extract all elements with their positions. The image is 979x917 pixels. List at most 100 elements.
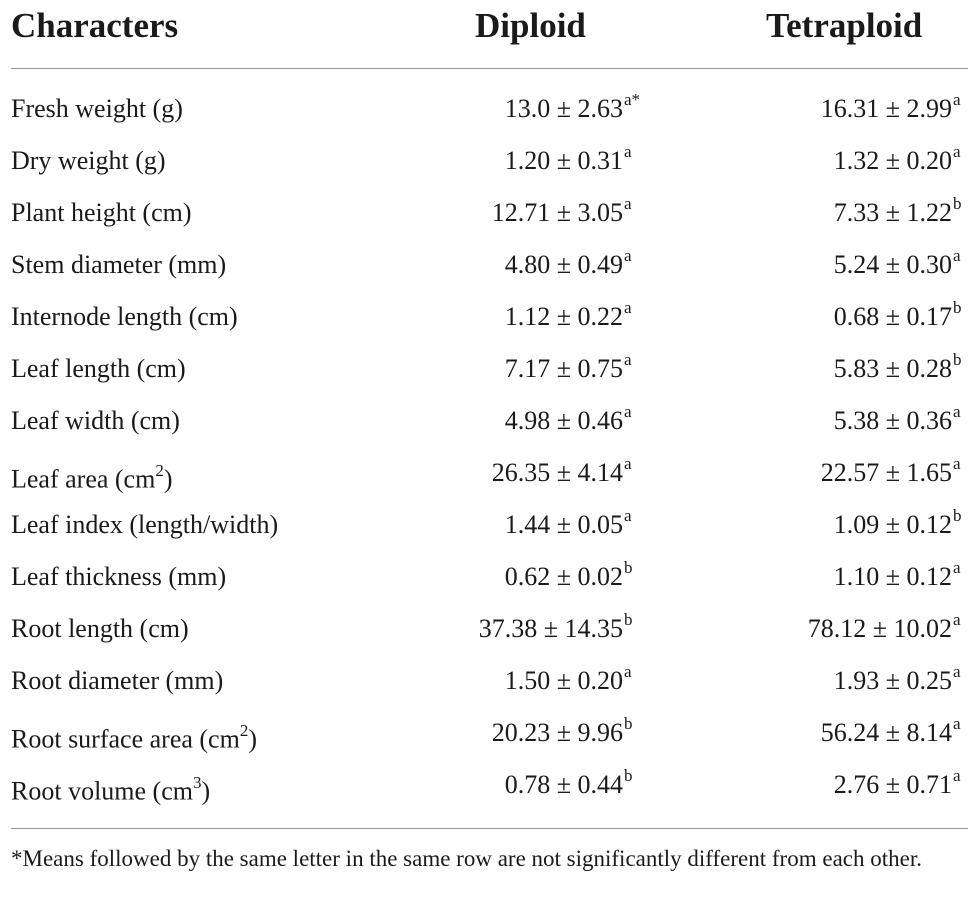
table-row: Fresh weight (g) 13.0 ± 2.63 a* 16.31 ± 2.9… <box>0 86 979 138</box>
row-character-text: Dry weight (g) <box>11 146 166 175</box>
row-character-text: Leaf thickness (mm) <box>11 562 227 591</box>
tetraploid-mean-sd: 1.10 ± 0.12 <box>833 562 952 591</box>
row-character-text: Stem diameter (mm) <box>11 250 227 279</box>
row-character: Plant height (cm) <box>11 198 192 228</box>
row-character: Internode length (cm) <box>11 302 238 332</box>
diploid-mean-sd: 4.80 ± 0.49 <box>504 250 623 279</box>
table-row: Leaf area (cm2) 26.35 ± 4.14 a 22.57 ± 1.65… <box>0 450 979 502</box>
diploid-mean-sd: 37.38 ± 14.35 <box>478 614 623 643</box>
row-tetraploid-value: 16.31 ± 2.99 a <box>820 90 961 124</box>
row-tetraploid-value: 78.12 ± 10.02 a <box>808 610 961 644</box>
row-tetraploid-value: 1.10 ± 0.12 a <box>833 558 961 592</box>
footer-divider <box>11 828 968 829</box>
diploid-significance-letter: a <box>624 454 632 473</box>
diploid-mean-sd: 26.35 ± 4.14 <box>491 458 623 487</box>
diploid-significance-letter: a <box>624 246 632 265</box>
row-diploid-value: 37.38 ± 14.35 b <box>478 610 633 644</box>
row-character: Root length (cm) <box>11 614 189 644</box>
tetraploid-significance-letter: a <box>953 662 961 681</box>
table-row: Root diameter (mm) 1.50 ± 0.20 a 1.93 ± 0.2… <box>0 658 979 710</box>
row-tetraploid-value: 2.76 ± 0.71 a <box>833 766 961 800</box>
diploid-mean-sd: 1.44 ± 0.05 <box>504 510 623 539</box>
tetraploid-significance-letter: a <box>953 766 961 785</box>
row-diploid-value: 1.20 ± 0.31 a <box>504 142 632 176</box>
table-row: Leaf length (cm) 7.17 ± 0.75 a 5.83 ± 0.28 b <box>0 346 979 398</box>
row-diploid-value: 1.12 ± 0.22 a <box>504 298 632 332</box>
diploid-mean-sd: 4.98 ± 0.46 <box>504 406 623 435</box>
row-character: Dry weight (g) <box>11 146 166 176</box>
tetraploid-significance-letter: b <box>953 506 962 525</box>
tetraploid-mean-sd: 1.09 ± 0.12 <box>833 510 952 539</box>
row-tetraploid-value: 22.57 ± 1.65 a <box>821 454 961 488</box>
row-character: Root diameter (mm) <box>11 666 223 696</box>
tetraploid-mean-sd: 5.24 ± 0.30 <box>833 250 952 279</box>
header-diploid: Diploid <box>475 6 586 45</box>
tetraploid-significance-letter: a <box>953 714 961 733</box>
diploid-mean-sd: 1.12 ± 0.22 <box>504 302 623 331</box>
row-diploid-value: 1.44 ± 0.05 a <box>504 506 632 540</box>
tetraploid-mean-sd: 0.68 ± 0.17 <box>833 302 952 331</box>
tetraploid-significance-letter: b <box>953 194 962 213</box>
diploid-mean-sd: 1.50 ± 0.20 <box>504 666 623 695</box>
row-diploid-value: 1.50 ± 0.20 a <box>504 662 632 696</box>
table-row: Leaf index (length/width) 1.44 ± 0.05 a 1.0… <box>0 502 979 554</box>
row-character-superscript: 2 <box>155 461 164 480</box>
row-character: Leaf index (length/width) <box>11 510 278 540</box>
tetraploid-mean-sd: 1.32 ± 0.20 <box>833 146 952 175</box>
diploid-significance-letter: a <box>624 662 632 681</box>
tetraploid-significance-letter: a <box>953 246 961 265</box>
row-diploid-value: 4.98 ± 0.46 a <box>504 402 632 436</box>
tetraploid-mean-sd: 1.93 ± 0.25 <box>833 666 952 695</box>
row-character-text: Leaf width (cm) <box>11 406 180 435</box>
row-tetraploid-value: 0.68 ± 0.17 b <box>833 298 962 332</box>
row-character-text: Leaf area (cm <box>11 464 156 494</box>
row-character: Fresh weight (g) <box>11 94 183 124</box>
row-diploid-value: 4.80 ± 0.49 a <box>504 246 632 280</box>
row-diploid-value: 0.62 ± 0.02 b <box>505 558 633 592</box>
table-row: Leaf thickness (mm) 0.62 ± 0.02 b 1.10 ± 0.… <box>0 554 979 606</box>
row-character-text: Root volume (cm <box>11 776 193 806</box>
tetraploid-significance-letter: a <box>953 610 961 629</box>
row-tetraploid-value: 56.24 ± 8.14 a <box>821 714 961 748</box>
table-row: Stem diameter (mm) 4.80 ± 0.49 a 5.24 ± 0.3… <box>0 242 979 294</box>
diploid-significance-letter: a <box>624 298 632 317</box>
diploid-significance-letter: a <box>624 402 632 421</box>
diploid-significance-letter: b <box>624 610 633 629</box>
tetraploid-mean-sd: 2.76 ± 0.71 <box>833 770 952 799</box>
table-row: Internode length (cm) 1.12 ± 0.22 a 0.68 ± … <box>0 294 979 346</box>
row-character: Stem diameter (mm) <box>11 250 226 280</box>
tetraploid-mean-sd: 7.33 ± 1.22 <box>833 198 952 227</box>
row-diploid-value: 26.35 ± 4.14 a <box>491 454 632 488</box>
tetraploid-mean-sd: 5.38 ± 0.36 <box>833 406 952 435</box>
table-body: Fresh weight (g) 13.0 ± 2.63 a* 16.31 ± 2.9… <box>0 86 979 814</box>
diploid-significance-letter: a* <box>624 90 641 109</box>
row-character-text: Plant height (cm) <box>11 198 192 227</box>
tetraploid-significance-letter: a <box>953 558 961 577</box>
row-character-superscript: 3 <box>192 773 202 792</box>
tetraploid-significance-letter: a <box>953 454 961 473</box>
row-character-suffix: ) <box>201 776 211 806</box>
row-tetraploid-value: 1.09 ± 0.12 b <box>833 506 962 540</box>
row-character-text: Leaf index (length/width) <box>11 510 279 539</box>
row-character-text: Root length (cm) <box>11 614 189 643</box>
tetraploid-significance-letter: b <box>953 298 962 317</box>
diploid-significance-letter: a <box>624 350 632 369</box>
tetraploid-mean-sd: 16.31 ± 2.99 <box>820 94 952 123</box>
row-tetraploid-value: 5.38 ± 0.36 a <box>833 402 961 436</box>
row-character-text: Fresh weight (g) <box>11 94 183 123</box>
header-characters: Characters <box>11 6 179 45</box>
row-character: Root volume (cm3) <box>11 770 210 807</box>
row-tetraploid-value: 5.83 ± 0.28 b <box>834 350 962 384</box>
row-character-text: Internode length (cm) <box>11 302 238 331</box>
row-character-superscript: 2 <box>239 721 249 740</box>
table-row: Dry weight (g) 1.20 ± 0.31 a 1.32 ± 0.20 a <box>0 138 979 190</box>
tetraploid-significance-letter: a <box>953 402 961 421</box>
table-footnote: *Means followed by the same letter in th… <box>11 846 922 871</box>
row-tetraploid-value: 1.93 ± 0.25 a <box>833 662 961 696</box>
header-tetraploid: Tetraploid <box>766 6 923 45</box>
table-header: Characters Diploid Tetraploid <box>0 0 979 60</box>
diploid-mean-sd: 20.23 ± 9.96 <box>491 718 623 747</box>
diploid-mean-sd: 1.20 ± 0.31 <box>504 146 623 175</box>
diploid-significance-letter: b <box>624 714 633 733</box>
